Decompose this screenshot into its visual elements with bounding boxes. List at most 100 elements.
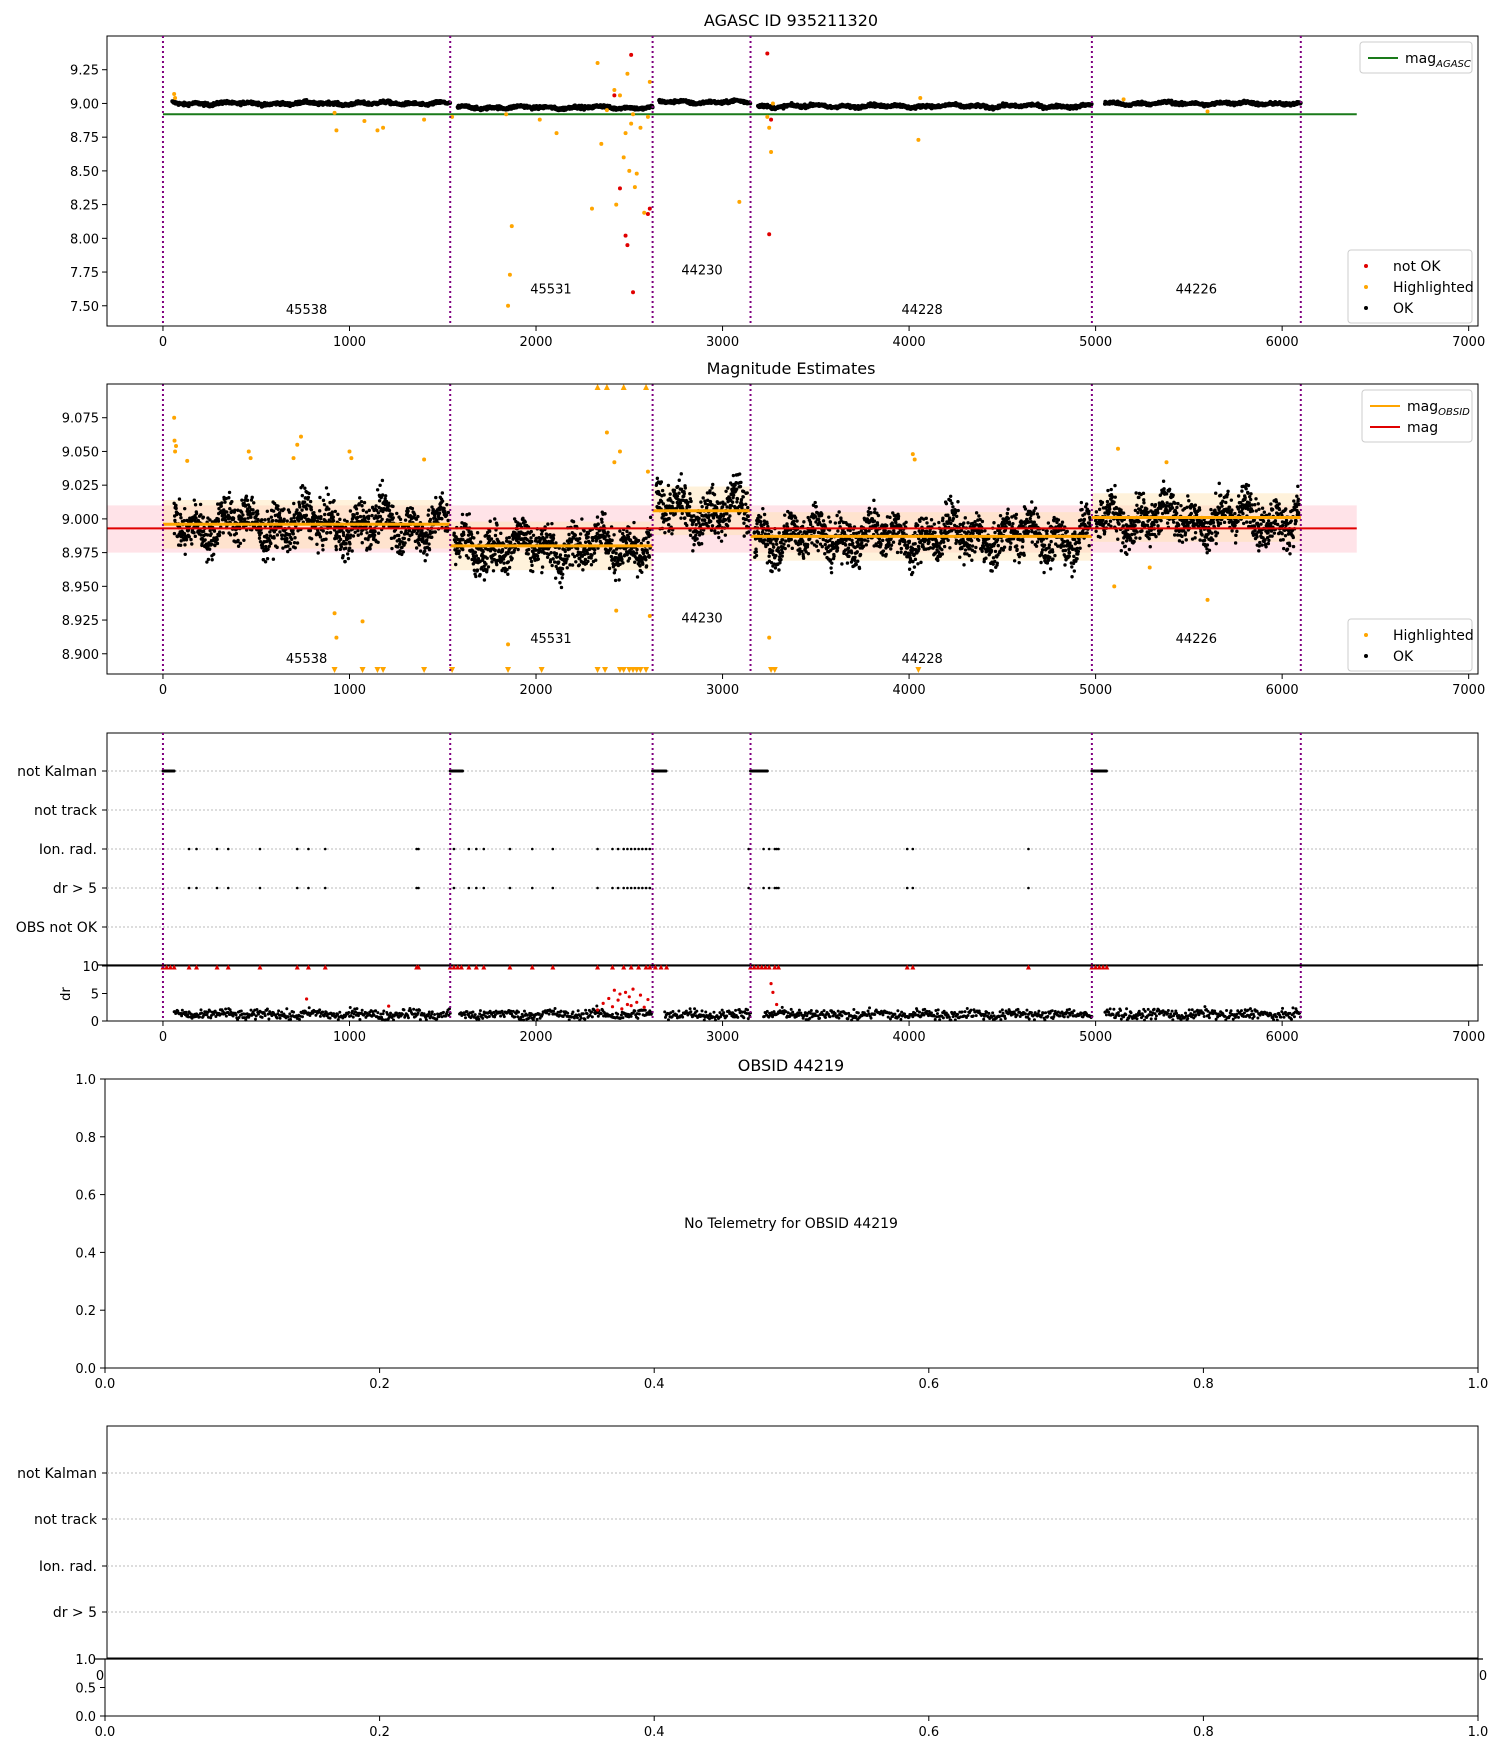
magnitude-ok-point — [350, 549, 354, 553]
magnitude-ok-point — [228, 533, 233, 537]
magnitude-ok-point — [482, 578, 487, 582]
agasc-highlighted-point — [647, 79, 652, 84]
magnitude-ok-point — [561, 572, 565, 576]
magnitude-ok-point — [708, 489, 712, 493]
magnitude-ok-point — [351, 534, 356, 538]
magnitude-ok-point — [369, 542, 373, 547]
agasc-highlighted-point — [506, 303, 511, 308]
magnitude-ok-point — [383, 494, 388, 498]
magnitude-ok-point — [706, 502, 710, 507]
magnitude-ok-point — [507, 535, 512, 540]
magnitude-ok-point — [666, 483, 671, 488]
magnitude-ok-point — [486, 565, 491, 569]
magnitude-ok-point — [298, 505, 302, 509]
agasc-xtick-label: 5000 — [1079, 335, 1112, 350]
agasc-bottom-legend-label: Highlighted — [1393, 280, 1474, 296]
magnitude-ok-point — [502, 561, 506, 565]
magnitude-ok-point — [212, 529, 217, 533]
magnitude-ok-point — [368, 547, 372, 551]
magnitude-ok-point — [510, 556, 514, 561]
magnitude-ok-point — [271, 557, 276, 561]
agasc-xtick-label: 7000 — [1452, 335, 1485, 350]
magnitude-ok-point — [192, 498, 196, 502]
magnitude-ok-point — [321, 548, 325, 552]
magnitude-ok-point — [211, 552, 216, 557]
magnitude-ok-point — [593, 548, 597, 552]
magnitude-ok-point — [474, 574, 478, 579]
magnitude-ok-point — [727, 518, 732, 523]
agasc-plot-area — [106, 35, 1479, 327]
magnitude-ok-point — [201, 529, 206, 534]
magnitude-ok-point — [673, 512, 677, 516]
magnitude-ok-point — [380, 493, 385, 497]
magnitude-ok-point — [209, 532, 213, 536]
magnitude-ok-point — [725, 512, 729, 516]
magnitude-ok-point — [719, 539, 724, 543]
magnitude-ok-point — [259, 531, 263, 535]
magnitude-ok-point — [697, 533, 702, 537]
magnitude-ok-point — [485, 556, 489, 560]
agasc-xtick-label: 0 — [159, 335, 167, 350]
magnitude-ok-point — [360, 504, 364, 508]
magnitude-ok-point — [374, 504, 378, 508]
magnitude-ok-point — [243, 503, 248, 508]
magnitude-ok-point — [199, 513, 203, 517]
agasc-not-ok-point — [631, 290, 636, 295]
magnitude-ok-point — [551, 536, 556, 541]
magnitude-ok-point — [278, 530, 282, 534]
magnitude-ok-point — [193, 503, 198, 507]
magnitude-ok-point — [303, 486, 307, 490]
magnitude-ok-point — [689, 499, 693, 504]
magnitude-ok-point — [678, 501, 683, 505]
magnitude-ok-point — [606, 530, 610, 534]
magnitude-ok-point — [288, 547, 292, 552]
magnitude-ok-point — [648, 515, 653, 520]
agasc-highlighted-point — [554, 131, 559, 136]
magnitude-ok-point — [354, 507, 359, 511]
magnitude-ok-point — [666, 523, 671, 527]
magnitude-ok-point — [173, 518, 177, 523]
magnitude-ok-point — [437, 511, 442, 515]
magnitude-ok-point — [571, 520, 576, 524]
magnitude-ok-point — [391, 516, 395, 520]
magnitude-ok-point — [247, 505, 252, 509]
magnitude-ok-point — [376, 511, 381, 515]
magnitude-ok-point — [660, 488, 665, 493]
magnitude-ok-point — [346, 556, 351, 561]
magnitude-ok-point — [600, 520, 604, 524]
magnitude-ok-point — [635, 547, 639, 552]
magnitude-ok-point — [723, 518, 728, 522]
magnitude-ok-point — [341, 554, 345, 558]
magnitude-ok-point — [646, 540, 650, 545]
agasc-not-ok-point — [625, 243, 630, 248]
magnitude-ok-point — [423, 549, 427, 553]
agasc-highlighted-point — [918, 96, 923, 101]
magnitude-ok-point — [309, 537, 314, 541]
agasc-ytick-label: 9.25 — [70, 64, 99, 79]
magnitude-ok-point — [553, 576, 558, 580]
magnitude-ok-point — [596, 522, 600, 526]
magnitude-ok-point — [683, 486, 687, 490]
magnitude-ok-point — [655, 476, 660, 481]
magnitude-ok-point — [208, 518, 212, 522]
agasc-highlighted-point — [507, 272, 512, 277]
magnitude-ok-point — [227, 490, 232, 495]
magnitude-ok-point — [416, 514, 420, 519]
magnitude-ok-point — [198, 502, 203, 507]
magnitude-ok-point — [540, 565, 545, 569]
magnitude-ok-point — [731, 473, 736, 478]
agasc-bottom-legend-swatch — [1364, 285, 1368, 289]
magnitude-ok-point — [240, 498, 244, 502]
magnitude-ok-point — [260, 518, 264, 522]
magnitude-ok-point — [265, 509, 270, 513]
agasc-highlighted-point — [1121, 97, 1126, 102]
magnitude-ok-point — [216, 519, 221, 523]
magnitude-ok-point — [378, 483, 382, 487]
magnitude-ok-point — [531, 533, 536, 537]
magnitude-ok-point — [328, 530, 333, 535]
magnitude-ok-point — [300, 493, 305, 498]
magnitude-ok-point — [685, 523, 689, 528]
magnitude-ok-point — [192, 530, 196, 535]
magnitude-ok-point — [704, 505, 709, 510]
magnitude-ok-point — [358, 496, 362, 500]
